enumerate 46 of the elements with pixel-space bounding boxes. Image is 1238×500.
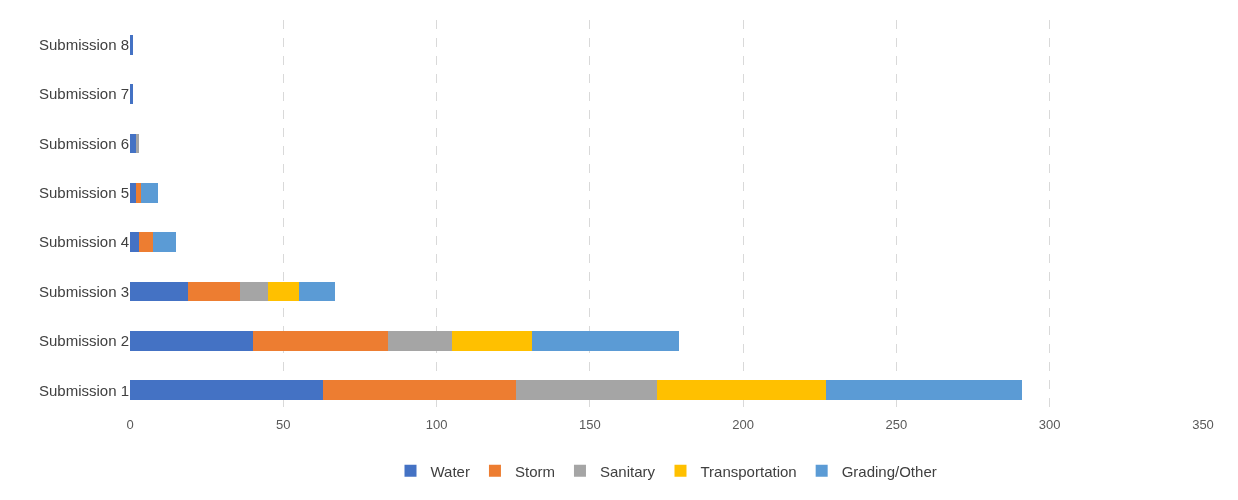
bar	[130, 84, 134, 104]
bar	[130, 133, 137, 154]
y-tick-label: Submission 2	[38, 332, 129, 350]
y-tick-label: Submission 8	[38, 35, 129, 53]
bar	[657, 380, 826, 401]
legend-label: Transportation	[700, 462, 797, 480]
bar	[240, 281, 268, 302]
x-tick-label: 150	[579, 417, 601, 432]
bar	[139, 232, 153, 253]
x-tick-label: 0	[126, 417, 134, 432]
x-tick-label: 200	[732, 417, 754, 432]
y-tick-label: Submission 4	[38, 233, 129, 251]
y-tick-label: Submission 3	[38, 282, 129, 300]
bar	[451, 331, 532, 351]
x-tick-label: 300	[1038, 417, 1061, 432]
y-tick-label: Submission 1	[38, 381, 129, 399]
x-tick-label: 250	[885, 417, 908, 432]
x-tick-label: 50	[276, 417, 291, 432]
bar	[267, 281, 299, 302]
legend-label: Storm	[514, 462, 555, 480]
legend-label: Grading/Other	[841, 462, 937, 480]
bar	[188, 281, 241, 302]
bar	[130, 232, 140, 253]
bar	[130, 331, 253, 351]
bar	[130, 380, 324, 401]
bar	[130, 182, 137, 203]
legend-label: Sanitary	[599, 462, 656, 480]
y-tick-label: Submission 6	[38, 134, 129, 152]
legend-label: Water	[430, 462, 470, 480]
bar	[387, 331, 452, 351]
x-tick-label: 100	[425, 417, 448, 432]
bar	[516, 380, 658, 401]
y-tick-label: Submission 5	[38, 184, 129, 202]
bar	[152, 232, 176, 253]
bar	[136, 182, 141, 203]
bar	[130, 281, 189, 302]
bar	[140, 182, 158, 203]
y-tick-label: Submission 7	[38, 85, 129, 103]
bar	[136, 133, 140, 154]
bar	[298, 281, 336, 302]
bar	[252, 331, 388, 351]
x-tick-label: 350	[1192, 417, 1214, 432]
bar	[130, 34, 134, 55]
bar	[323, 380, 517, 401]
bar	[825, 380, 1023, 401]
bar	[531, 331, 679, 351]
